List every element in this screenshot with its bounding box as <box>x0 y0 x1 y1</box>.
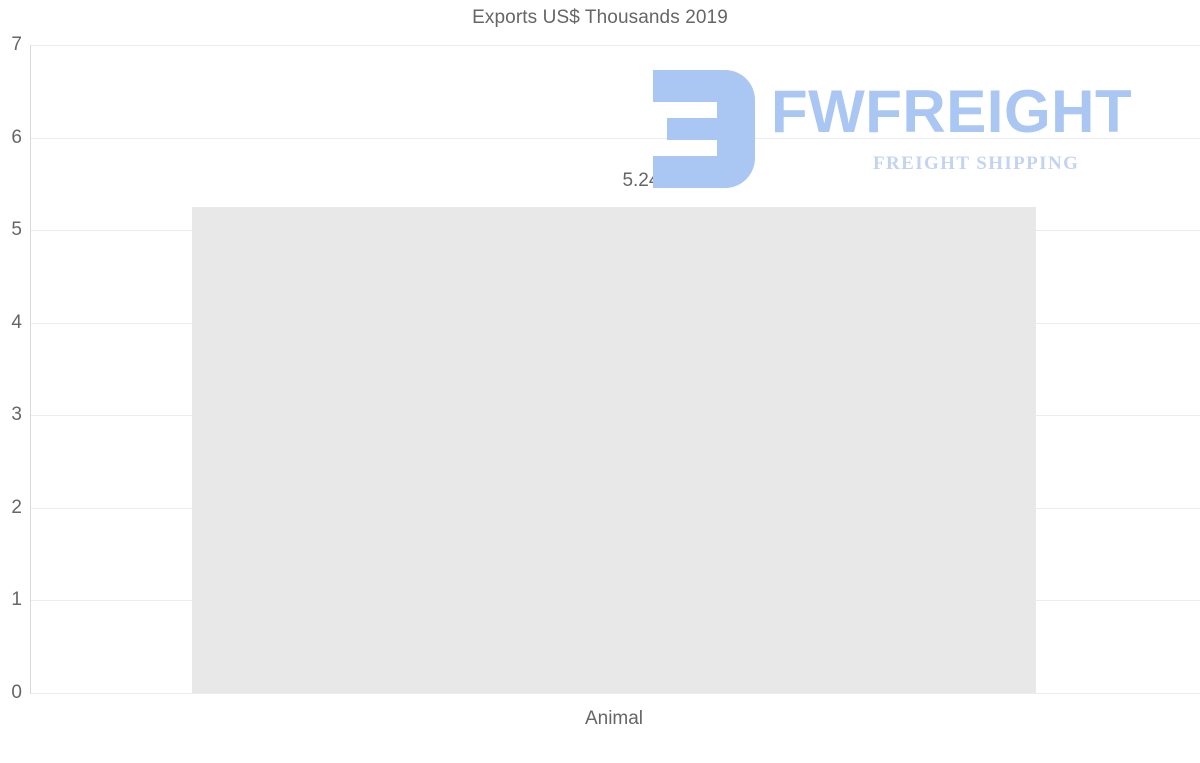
y-axis-line <box>30 45 31 694</box>
bar-value-label-animal: 5.249 <box>622 170 670 192</box>
gridline-0-baseline <box>30 693 1200 694</box>
chart-title: Exports US$ Thousands 2019 <box>472 7 728 28</box>
gridline-6 <box>30 138 1200 139</box>
bar-animal[interactable] <box>192 207 1036 693</box>
gridline-7 <box>30 45 1200 46</box>
y-tick-label-7: 7 <box>11 34 22 55</box>
y-tick-label-1: 1 <box>11 589 22 610</box>
y-tick-label-5: 5 <box>11 219 22 240</box>
y-tick-label-0: 0 <box>11 682 22 703</box>
y-tick-label-2: 2 <box>11 497 22 518</box>
y-tick-label-6: 6 <box>11 127 22 148</box>
y-tick-label-3: 3 <box>11 404 22 425</box>
y-tick-label-4: 4 <box>11 312 22 333</box>
x-category-label-animal: Animal <box>584 708 644 729</box>
